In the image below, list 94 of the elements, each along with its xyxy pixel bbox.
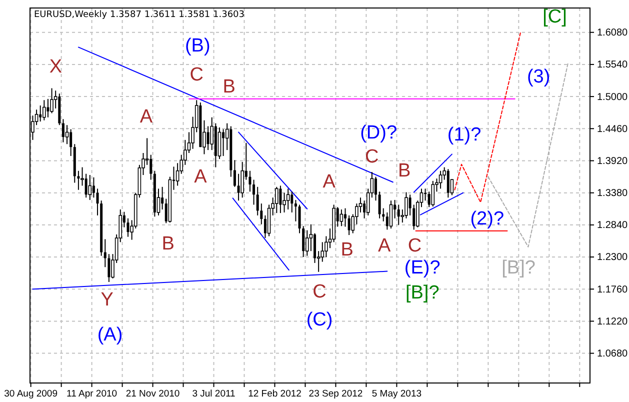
annotation: A	[194, 166, 208, 188]
y-tick-label: 1.1760	[597, 284, 628, 296]
annotation: B	[398, 160, 411, 182]
candlestick	[314, 232, 316, 264]
candlestick	[382, 208, 385, 222]
annotation: A	[378, 236, 391, 256]
candlestick	[294, 199, 297, 222]
candlestick	[286, 188, 290, 210]
candlestick	[279, 185, 282, 214]
candlestick	[348, 214, 350, 236]
candlestick	[176, 162, 180, 186]
annotation: [C]	[542, 6, 567, 28]
candlestick	[92, 176, 95, 198]
x-tick-label: 21 Nov 2010	[126, 388, 180, 400]
candlestick	[62, 118, 64, 143]
candlestick	[378, 191, 381, 219]
candlestick	[248, 170, 252, 192]
y-tick-label: 1.2840	[597, 220, 628, 232]
annotation: (3)	[526, 66, 550, 88]
annotation: (1)?	[447, 124, 482, 146]
candlestick	[358, 197, 362, 213]
annotation: C	[312, 282, 326, 302]
candlestick	[374, 176, 377, 202]
candlestick	[275, 186, 278, 214]
annotation: (A)	[97, 324, 123, 346]
x-tick-label: 3 Jul 2011	[192, 388, 236, 400]
candlestick	[389, 200, 393, 229]
candlestick	[108, 254, 110, 282]
y-tick-label: 1.3920	[597, 156, 628, 167]
y-tick-label: 1.2300	[597, 252, 628, 264]
candlestick	[340, 208, 344, 227]
candlestick	[50, 88, 54, 114]
candlestick	[408, 194, 412, 216]
y-tick-label: 1.5000	[597, 92, 628, 103]
annotation: (D)?	[360, 122, 398, 144]
annotation: C	[365, 146, 379, 168]
candlestick	[104, 238, 106, 268]
y-tick-label: 1.0680	[597, 348, 628, 360]
annotation: [B]?	[405, 282, 440, 304]
x-tick-label: 11 Apr 2010	[66, 388, 118, 400]
x-tick-label: 12 Feb 2012	[248, 388, 302, 400]
candlestick	[84, 173, 88, 198]
annotation: (E)?	[404, 258, 440, 278]
annotation: [B]?	[502, 258, 536, 278]
candlestick	[222, 128, 225, 156]
annotation: C	[408, 236, 422, 256]
annotation: X	[49, 56, 62, 78]
y-tick-label: 1.5540	[597, 60, 628, 71]
annotation: C	[190, 64, 204, 86]
candlestick	[404, 192, 408, 219]
annotation: (B)	[184, 36, 210, 56]
x-tick-label: 5 May 2013	[372, 388, 422, 400]
candlestick	[431, 180, 435, 207]
y-tick-label: 1.6080	[597, 28, 628, 39]
candlestick	[218, 126, 222, 160]
annotation: B	[222, 76, 236, 98]
candlestick	[150, 154, 152, 180]
annotation: Y	[100, 290, 114, 310]
annotation: A	[322, 172, 336, 192]
y-tick-label: 1.1220	[597, 316, 628, 328]
annotation: (C)	[306, 310, 333, 330]
candlestick	[161, 186, 164, 210]
candlestick	[446, 168, 450, 198]
candlestick	[46, 98, 50, 118]
candlestick	[237, 173, 240, 202]
candlestick	[438, 170, 442, 190]
candlestick	[397, 204, 400, 226]
candlestick	[70, 128, 72, 156]
annotation: B	[162, 234, 174, 254]
x-tick-label: 30 Aug 2009	[4, 388, 58, 400]
candlestick	[298, 204, 301, 234]
candlestick	[260, 203, 263, 225]
chart-title: EURUSD,Weekly 1.3587 1.3611 1.3581 1.3603	[34, 10, 245, 20]
candlestick	[206, 126, 210, 151]
candlestick	[96, 188, 99, 216]
candlestick	[290, 191, 294, 213]
y-tick-label: 1.4460	[597, 124, 628, 135]
x-tick-label: 23 Sep 2012	[308, 388, 363, 400]
candlestick	[65, 124, 69, 145]
annotation: B	[340, 240, 354, 260]
candlestick	[42, 100, 46, 121]
candlestick	[256, 186, 259, 216]
candlestick	[88, 174, 92, 200]
annotation: A	[140, 106, 153, 128]
candlestick	[344, 208, 347, 228]
candlestick	[39, 104, 42, 122]
candlestick	[77, 170, 80, 190]
candlestick	[302, 226, 305, 258]
y-tick-label: 1.3380	[597, 188, 628, 200]
candlestick	[233, 160, 236, 188]
candlestick	[126, 218, 130, 238]
candlestick	[252, 179, 256, 206]
annotation: (2)?	[470, 208, 504, 230]
candlestick	[412, 204, 416, 230]
